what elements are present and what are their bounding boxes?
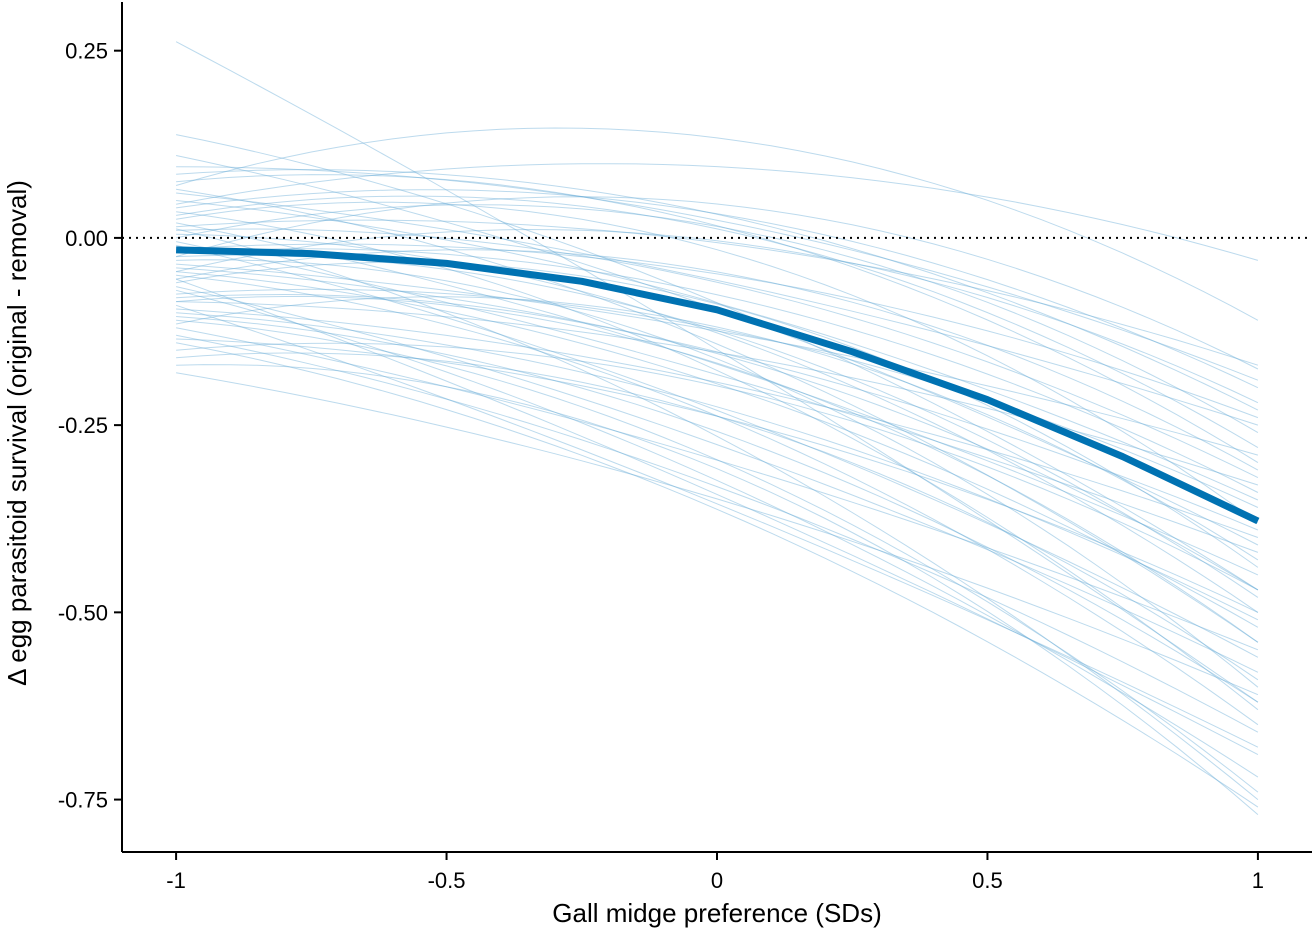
posterior-draw-line: [175, 278, 1259, 756]
posterior-draw-line: [176, 296, 1259, 561]
y-axis-ticks: 0.25 0.00 -0.25 -0.50 -0.75: [58, 39, 122, 813]
posterior-draw-line: [176, 222, 1259, 576]
y-tick-label: -0.50: [58, 600, 108, 625]
y-tick-label: -0.75: [58, 788, 108, 813]
posterior-draw-line: [176, 327, 1259, 651]
posterior-draws: [175, 41, 1259, 815]
posterior-draw-line: [176, 271, 1259, 628]
posterior-draw-line: [175, 289, 1259, 778]
posterior-draw-line: [176, 288, 1259, 508]
posterior-draw-line: [175, 196, 1259, 370]
posterior-draw-line: [176, 192, 1259, 426]
posterior-draw-line: [176, 352, 1259, 681]
posterior-draw-line: [176, 228, 1259, 479]
posterior-draw-line: [176, 166, 1259, 381]
x-tick-label: 1: [1252, 868, 1264, 893]
posterior-draw-line: [176, 319, 1259, 793]
x-axis-title: Gall midge preference (SDs): [552, 898, 881, 928]
y-tick-label: 0.25: [65, 39, 108, 64]
posterior-draw-line: [176, 243, 1259, 419]
posterior-draw-line: [175, 127, 1259, 321]
y-tick-label: 0.00: [65, 226, 108, 251]
posterior-draw-line: [176, 200, 1259, 501]
posterior-draw-line: [176, 267, 1259, 531]
posterior-draw-line: [176, 372, 1259, 696]
posterior-draw-line: [176, 342, 1259, 808]
x-tick-label: 0.5: [972, 868, 1003, 893]
posterior-draw-line: [175, 241, 1259, 553]
posterior-draw-line: [176, 201, 1259, 523]
posterior-draw-line: [175, 304, 1259, 748]
x-tick-label: -1: [166, 868, 186, 893]
x-tick-label: -0.5: [428, 868, 466, 893]
posterior-draw-line: [175, 244, 1259, 658]
posterior-draw-line: [176, 219, 1259, 366]
posterior-draw-line: [176, 211, 1259, 711]
posterior-draw-line: [176, 189, 1259, 389]
posterior-draw-line: [176, 274, 1259, 726]
posterior-draw-line: [176, 316, 1259, 703]
posterior-draw-line: [176, 174, 1259, 464]
posterior-draw-line: [175, 41, 1259, 703]
posterior-draw-line: [176, 261, 1259, 568]
posterior-draw-line: [176, 312, 1259, 621]
y-axis-title: Δ egg parasitoid survival (original - re…: [2, 180, 32, 686]
mean-curve: [176, 246, 1260, 525]
posterior-draw-line: [176, 163, 1259, 261]
posterior-draw-line: [175, 286, 1259, 673]
x-tick-label: 0: [711, 868, 723, 893]
x-axis-ticks: -1 -0.5 0 0.5 1: [166, 852, 1264, 893]
posterior-draw-line: [176, 259, 1259, 688]
posterior-draw-line: [175, 228, 1259, 800]
posterior-draw-line: [176, 169, 1259, 411]
posterior-draw-line: [176, 188, 1259, 643]
posterior-draw-line: [176, 308, 1259, 538]
posterior-draw-line: [175, 228, 1259, 404]
posterior-draw-line: [176, 195, 1259, 449]
posterior-draw-line: [176, 134, 1259, 591]
y-tick-label: -0.25: [58, 413, 108, 438]
posterior-draw-line: [176, 301, 1259, 486]
posterior-draw-line: [176, 364, 1259, 815]
posterior-draw-line: [176, 338, 1259, 613]
posterior-draw-line: [176, 233, 1259, 613]
posterior-draw-line: [176, 293, 1259, 591]
posterior-draw-line: [175, 204, 1259, 434]
posterior-draw-line: [176, 296, 1259, 643]
posterior-draw-line: [176, 342, 1259, 591]
posterior-draw-line: [176, 248, 1259, 493]
posterior-draw-line: [176, 334, 1259, 733]
posterior-draw-line: [176, 263, 1259, 456]
